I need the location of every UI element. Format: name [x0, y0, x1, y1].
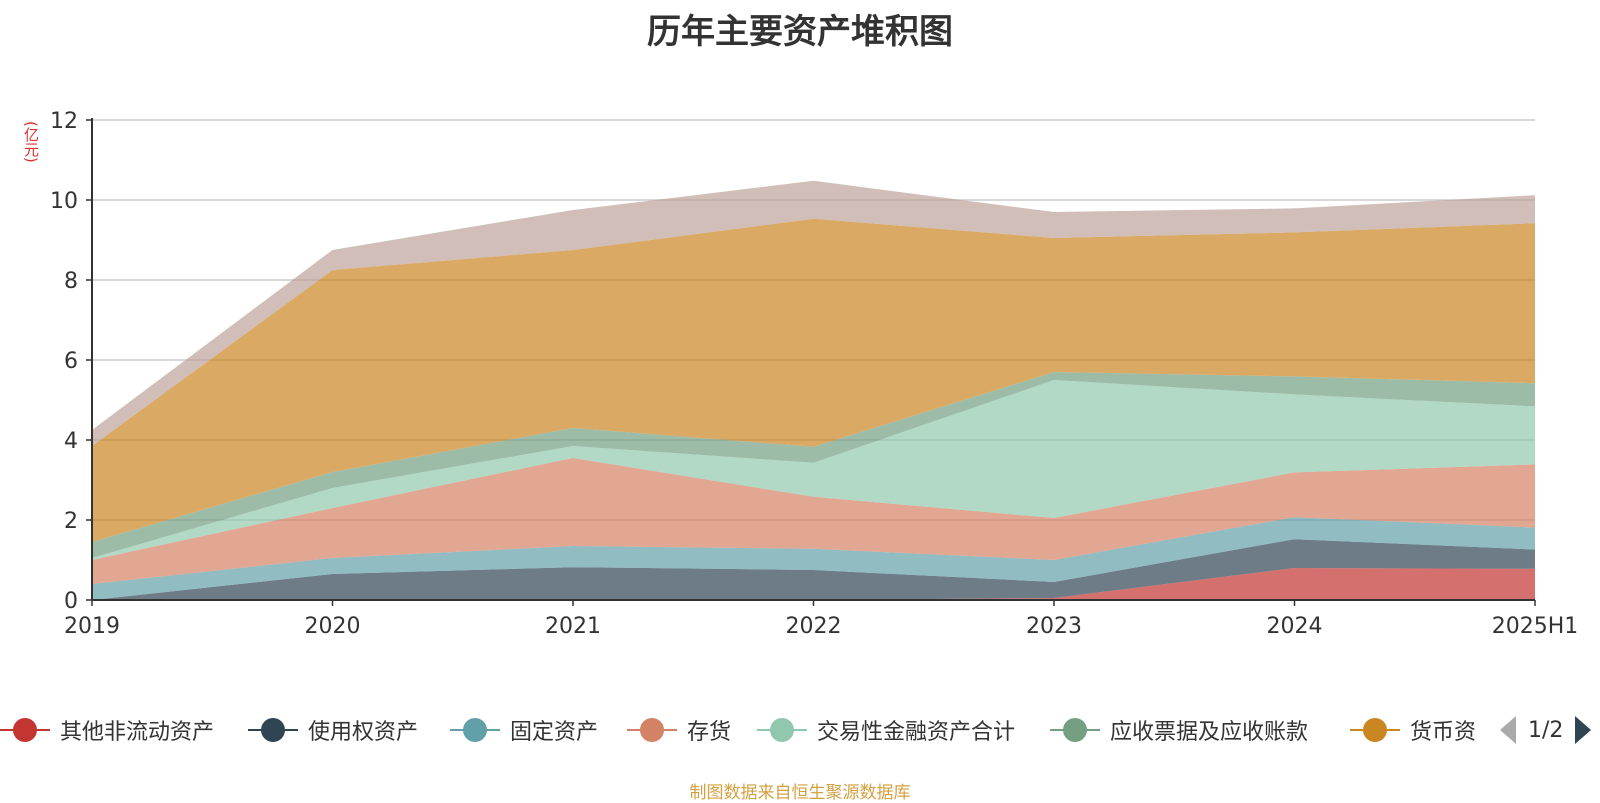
area-series-4[interactable]: [92, 380, 1535, 560]
legend-label: 使用权资产: [308, 720, 419, 745]
y-axis-unit: (亿元): [22, 121, 40, 163]
y-tick-label: 8: [64, 269, 78, 294]
y-tick-label: 10: [50, 189, 78, 214]
legend-prev-page-button[interactable]: [1500, 716, 1516, 744]
legend-label: 交易性金融资产合计: [817, 720, 1016, 745]
legend-page-indicator: 1/2: [1528, 717, 1564, 743]
area-series-0[interactable]: [92, 568, 1535, 600]
legend-label: 其他非流动资产: [60, 720, 215, 745]
legend-label: 货币资: [1410, 720, 1477, 745]
y-tick-label: 6: [64, 349, 78, 374]
area-series-3[interactable]: [92, 458, 1535, 584]
legend-marker-icon: [0, 715, 50, 745]
legend-item[interactable]: 使用权资产: [248, 710, 418, 750]
area-series-7[interactable]: [92, 180, 1535, 447]
legend-item[interactable]: 货币资: [1350, 710, 1476, 750]
y-tick-label: 2: [64, 509, 78, 534]
x-tick-label: 2019: [64, 614, 120, 639]
area-series-6[interactable]: [92, 218, 1535, 543]
legend-marker-icon: [450, 715, 500, 745]
x-tick-label: 2023: [1026, 614, 1082, 639]
x-tick-label: 2024: [1267, 614, 1323, 639]
legend: 其他非流动资产 使用权资产 固定资产 存货 交易性金融资产合计 应收票据及应收账款 货币资: [0, 710, 1495, 750]
legend-item[interactable]: 存货: [627, 710, 731, 750]
legend-label: 固定资产: [510, 720, 599, 745]
legend-marker-icon: [627, 715, 677, 745]
x-tick-label: 2025H1: [1492, 614, 1579, 639]
legend-next-page-button[interactable]: [1575, 716, 1592, 744]
legend-marker-icon: [757, 715, 807, 745]
source-note: 制图数据来自恒生聚源数据库: [689, 783, 911, 803]
stacked-areas: [92, 180, 1535, 600]
y-tick-label: 0: [64, 589, 78, 614]
area-series-5[interactable]: [92, 372, 1535, 558]
y-tick-label: 4: [64, 429, 78, 454]
area-series-1[interactable]: [92, 539, 1535, 600]
legend-label: 存货: [687, 720, 732, 745]
legend-label: 应收票据及应收账款: [1110, 720, 1309, 745]
x-tick-label: 2022: [786, 614, 842, 639]
legend-item[interactable]: 交易性金融资产合计: [757, 710, 1015, 750]
chart-title: 历年主要资产堆积图: [647, 12, 953, 52]
area-series-2[interactable]: [92, 517, 1535, 600]
legend-marker-icon: [1350, 715, 1400, 745]
x-tick-label: 2021: [545, 614, 601, 639]
x-tick-label: 2020: [305, 614, 361, 639]
legend-marker-icon: [1050, 715, 1100, 745]
legend-item[interactable]: 应收票据及应收账款: [1050, 710, 1308, 750]
axes: 0 2 4 6 8 10 12 2019 2020 2021 2022 2023 2024 2025H1: [50, 109, 1578, 639]
legend-item[interactable]: 固定资产: [450, 710, 598, 750]
legend-item[interactable]: 其他非流动资产: [0, 710, 214, 750]
area-chart: 0 2 4 6 8 10 12 2019 2020 2021 2022 2023 2024 2025H1: [50, 109, 1578, 639]
y-tick-label: 12: [50, 109, 78, 134]
legend-marker-icon: [248, 715, 298, 745]
legend-pager: 1/2: [1500, 715, 1592, 745]
